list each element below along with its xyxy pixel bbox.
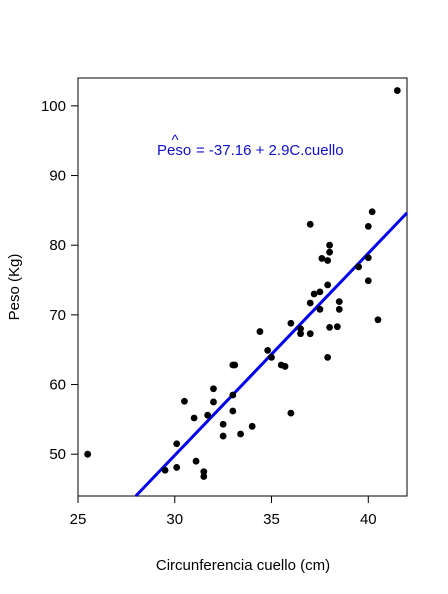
equation-lhs: Peso bbox=[157, 142, 191, 159]
data-point bbox=[374, 316, 382, 324]
data-point bbox=[200, 468, 208, 476]
x-axis-title: Circunferencia cuello (cm) bbox=[156, 557, 330, 574]
plot-frame bbox=[77, 77, 408, 497]
data-point bbox=[219, 420, 227, 428]
data-point bbox=[326, 241, 333, 249]
data-point bbox=[318, 255, 326, 262]
x-tick-label: 25 bbox=[70, 511, 87, 528]
data-point bbox=[310, 290, 318, 298]
data-point bbox=[210, 385, 217, 393]
data-point bbox=[190, 414, 198, 422]
y-tick-label: 80 bbox=[49, 237, 66, 254]
data-point bbox=[324, 281, 332, 289]
data-point bbox=[181, 397, 188, 405]
data-point bbox=[297, 325, 304, 333]
data-point bbox=[335, 298, 343, 306]
data-point bbox=[306, 299, 314, 307]
equation-hat: ^ bbox=[171, 132, 178, 149]
data-point bbox=[256, 328, 264, 335]
regression-equation: ^ Peso = -37.16 + 2.9C.cuello bbox=[157, 132, 344, 159]
data-point bbox=[248, 422, 256, 430]
data-point bbox=[200, 473, 208, 480]
data-point bbox=[229, 391, 237, 399]
data-point bbox=[237, 430, 244, 438]
data-point bbox=[364, 254, 372, 262]
data-point bbox=[204, 411, 212, 419]
data-point bbox=[333, 323, 341, 331]
data-point bbox=[324, 257, 332, 264]
x-tick-label: 35 bbox=[263, 511, 280, 528]
data-point bbox=[231, 361, 239, 369]
data-point bbox=[192, 457, 200, 465]
data-point bbox=[324, 353, 332, 361]
y-axis: 50 60 70 80 90 100 bbox=[41, 98, 78, 463]
x-tick-label: 30 bbox=[166, 511, 183, 528]
data-point bbox=[229, 407, 237, 415]
data-point bbox=[219, 432, 227, 440]
data-point bbox=[335, 305, 343, 313]
data-point bbox=[264, 346, 272, 354]
data-point bbox=[268, 353, 275, 361]
data-point bbox=[161, 466, 169, 474]
data-point bbox=[393, 87, 401, 94]
data-point bbox=[287, 319, 295, 327]
data-point bbox=[364, 277, 372, 285]
equation-rhs: = -37.16 + 2.9C.cuello bbox=[196, 142, 344, 159]
data-point bbox=[173, 464, 181, 471]
data-point bbox=[355, 263, 363, 271]
y-tick-label: 70 bbox=[49, 307, 66, 324]
data-point bbox=[297, 330, 304, 338]
x-tick-label: 40 bbox=[360, 511, 377, 528]
x-axis: 25 30 35 40 bbox=[70, 496, 377, 528]
y-tick-label: 100 bbox=[41, 98, 66, 115]
y-tick-label: 60 bbox=[49, 377, 66, 394]
data-point bbox=[306, 220, 314, 228]
data-point bbox=[306, 330, 314, 338]
data-point bbox=[326, 324, 333, 331]
data-point bbox=[210, 398, 217, 406]
data-point bbox=[326, 248, 333, 256]
y-tick-label: 50 bbox=[49, 446, 66, 463]
data-points bbox=[84, 87, 401, 480]
data-point bbox=[316, 288, 324, 296]
y-axis-title: Peso (Kg) bbox=[6, 254, 23, 321]
data-point bbox=[316, 305, 324, 313]
data-point bbox=[84, 450, 92, 458]
data-point bbox=[364, 222, 372, 230]
data-point bbox=[287, 409, 295, 417]
data-point bbox=[281, 363, 289, 370]
data-point bbox=[368, 208, 376, 216]
data-point bbox=[173, 440, 181, 448]
y-tick-label: 90 bbox=[49, 168, 66, 185]
